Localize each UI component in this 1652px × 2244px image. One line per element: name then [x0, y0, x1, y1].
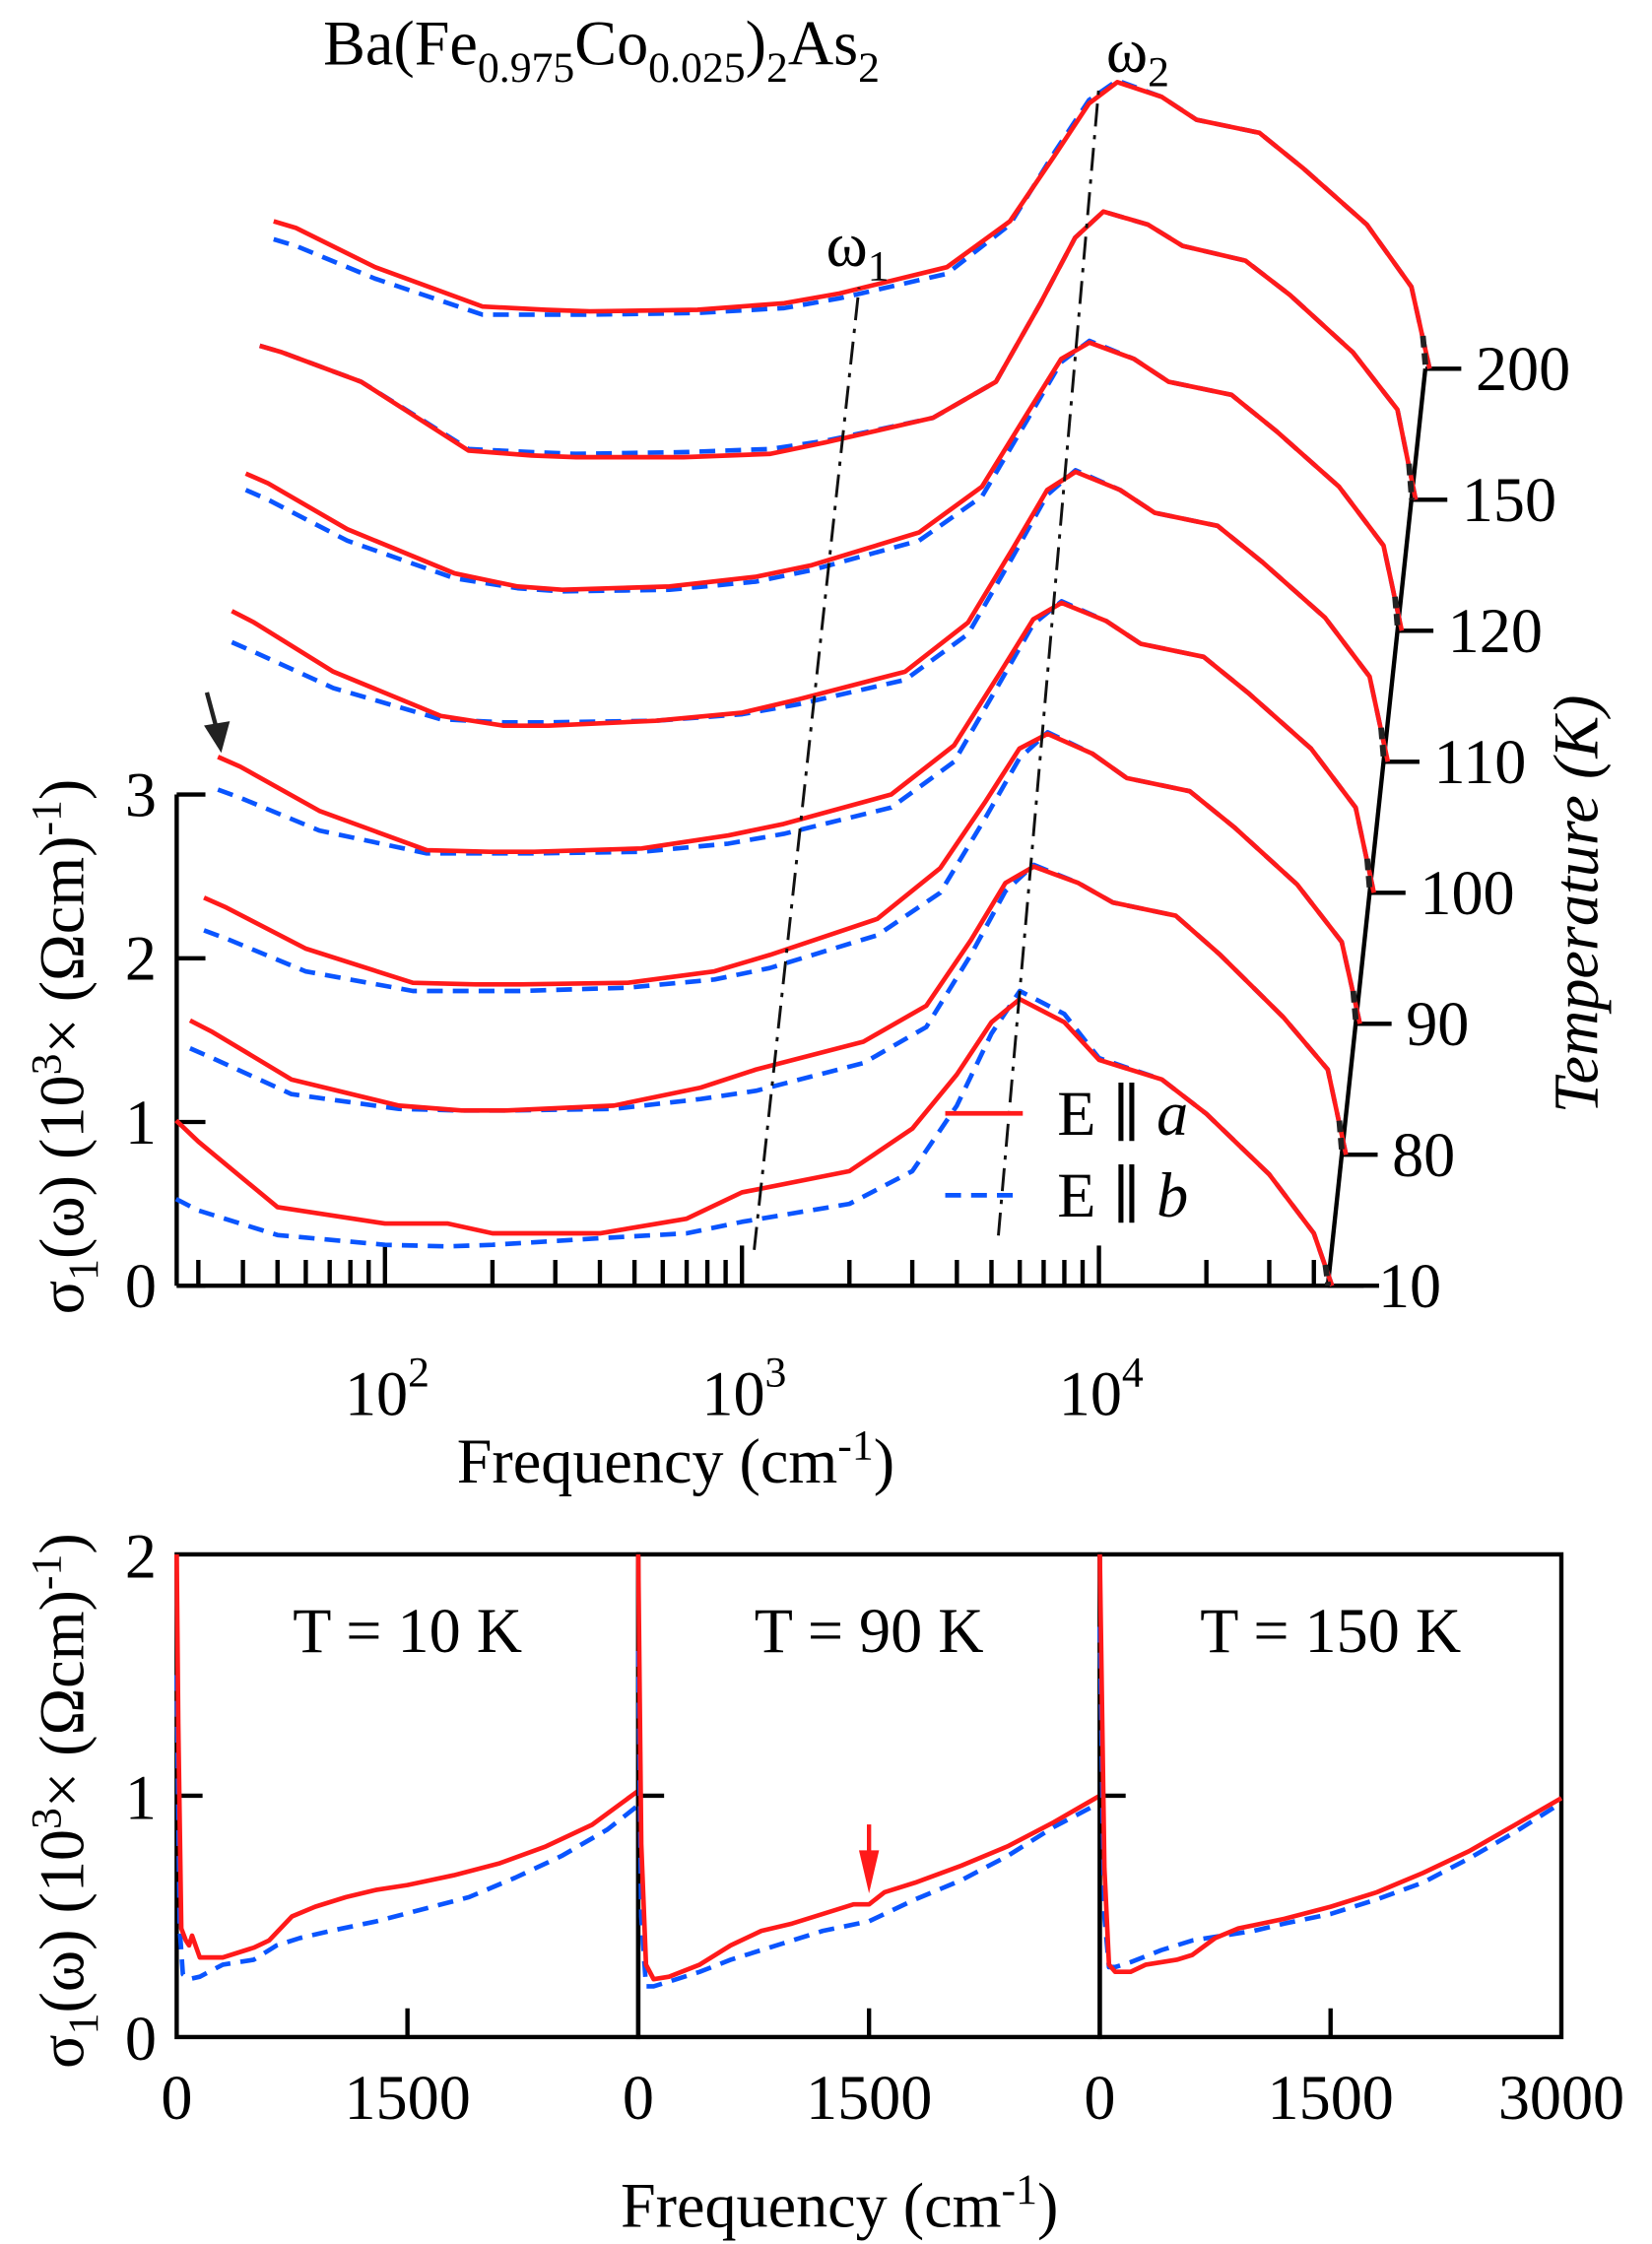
y-tick-label: 1 — [125, 1088, 157, 1157]
panel-1-curve-E-a — [174, 1553, 640, 1960]
panel-label: T = 10 K — [293, 1596, 522, 1666]
curve-end-drop — [1392, 596, 1401, 631]
curve-110K-E-a — [231, 469, 1391, 762]
curve-end-drop — [1378, 727, 1387, 762]
curve-10K-E-a — [174, 996, 1335, 1287]
y-tick-label: 1 — [125, 1762, 157, 1832]
x-tick-label: 1500 — [806, 2063, 932, 2133]
omega1-label: ω1 — [826, 210, 890, 291]
panel-1-curve-E-b — [174, 1675, 640, 1982]
temperature-axis-label: Temperature (K) — [1542, 695, 1612, 1114]
top-x-axis-label: Frequency (cm-1) — [457, 1422, 894, 1496]
omega2-guide-line — [997, 86, 1101, 1236]
arrow-head-icon — [204, 721, 231, 754]
x-tick-label: 1500 — [1268, 2063, 1394, 2133]
x-tick-label: 103 — [701, 1349, 786, 1428]
y-tick-label: 3 — [125, 759, 157, 829]
curve-end-drop — [1336, 1120, 1346, 1155]
curve-end-drop — [1420, 335, 1429, 369]
arrow-icon — [204, 692, 220, 731]
temperature-tick-label: 120 — [1448, 596, 1543, 666]
curve-end-drop — [1406, 463, 1416, 500]
waterfall-plot: 0 1 2 3 102 103 104 10 80 90 100 110 120 150 200 — [125, 78, 1570, 1428]
red-arrow-head-icon — [858, 1850, 880, 1894]
panel-plots: T = 10 K T = 90 K T = 150 K 0 1 2 0 1500 0 1500 0 1… — [125, 1521, 1624, 2133]
x-tick-label: 0 — [1084, 2063, 1115, 2133]
curve-end-drop — [1350, 990, 1359, 1024]
temperature-axis — [1325, 368, 1428, 1287]
legend: E ∥ a E ∥ b — [945, 1079, 1188, 1230]
curve-120K-E-b — [244, 338, 1405, 631]
chart-title: Ba(Fe0.975Co0.025)2As2 — [323, 9, 880, 92]
panel-3-curve-E-b — [1097, 1626, 1563, 1970]
x-tick-label: 0 — [623, 2063, 654, 2133]
temperature-tick-label: 200 — [1476, 334, 1570, 404]
bottom-x-axis-label: Frequency (cm-1) — [621, 2166, 1058, 2240]
temperature-tick-label: 90 — [1406, 989, 1469, 1059]
temperature-tick-label: 100 — [1420, 858, 1514, 928]
curve-200K-E-a — [273, 80, 1432, 369]
temperature-tick-label: 80 — [1392, 1120, 1455, 1190]
bottom-y-axis-label: σ1(ω) (103× (Ωcm)-1) — [23, 1533, 107, 2069]
curve-80K-E-a — [188, 864, 1349, 1155]
curve-150K-E-a — [258, 209, 1419, 500]
curve-90K-E-a — [203, 731, 1362, 1024]
temperature-tick-label: 110 — [1434, 727, 1527, 797]
y-tick-label: 0 — [125, 2004, 157, 2074]
y-tick-label: 2 — [125, 924, 157, 994]
x-tick-label: 104 — [1059, 1349, 1144, 1428]
panel-3-curve-E-a — [1097, 1553, 1563, 1975]
curve-110K-E-b — [231, 468, 1391, 762]
panel-2-curve-E-b — [635, 1650, 1101, 1989]
x-tick-label: 0 — [161, 2063, 192, 2133]
curve-120K-E-a — [244, 340, 1405, 631]
panel-2-curve-E-a — [635, 1553, 1101, 1982]
curve-end-drop — [1322, 1264, 1332, 1287]
curve-100K-E-b — [217, 599, 1376, 893]
curve-100K-E-a — [217, 600, 1376, 893]
y-tick-label: 2 — [125, 1521, 157, 1591]
x-tick-label: 102 — [345, 1349, 430, 1428]
y-tick-label: 0 — [125, 1251, 157, 1321]
omega1-guide-line — [753, 287, 861, 1250]
x-tick-label: 3000 — [1498, 2063, 1624, 2133]
x-tick-label: 1500 — [344, 2063, 470, 2133]
omega2-label: ω2 — [1106, 16, 1169, 97]
temperature-tick-label: 10 — [1378, 1251, 1441, 1321]
curve-end-drop — [1363, 858, 1373, 893]
top-y-axis-label: σ1(ω) (103× (Ωcm)-1) — [23, 779, 107, 1315]
temperature-tick-label: 150 — [1462, 465, 1556, 535]
legend-label-b: E ∥ b — [1057, 1160, 1188, 1230]
panel-label: T = 150 K — [1200, 1596, 1461, 1666]
legend-label-a: E ∥ a — [1057, 1079, 1188, 1149]
curve-90K-E-b — [203, 730, 1362, 1024]
panel-label: T = 90 K — [755, 1596, 984, 1666]
